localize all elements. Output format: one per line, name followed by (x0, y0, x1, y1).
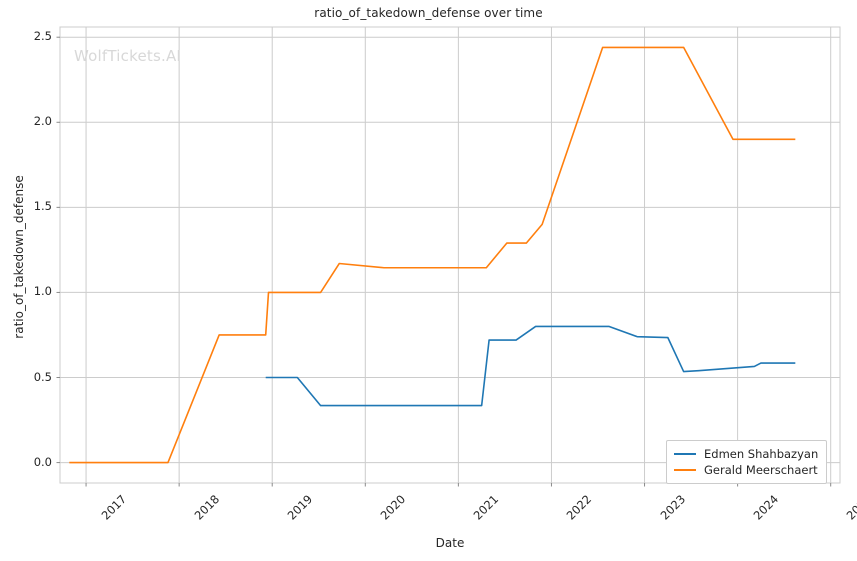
y-axis-tick-label: 2.5 (33, 29, 52, 44)
legend-label-series-0: Edmen Shahbazyan (704, 447, 819, 461)
chart-legend: Edmen Shahbazyan Gerald Meerschaert (666, 440, 828, 484)
series-line (69, 46, 796, 464)
legend-item[interactable]: Edmen Shahbazyan (674, 446, 818, 462)
y-axis-tick-label: 2.0 (33, 114, 52, 129)
y-axis-tick-label: 1.0 (33, 284, 52, 299)
legend-label-series-1: Gerald Meerschaert (704, 463, 818, 477)
watermark-text: WolfTickets.AI (74, 47, 182, 65)
y-axis-tick-label: 1.5 (33, 199, 52, 214)
y-axis-tick-label: 0.0 (33, 454, 52, 469)
y-axis-tick-label: 0.5 (33, 369, 52, 384)
x-axis-label: Date (435, 536, 465, 550)
legend-item[interactable]: Gerald Meerschaert (674, 462, 818, 478)
legend-swatch-series-1 (674, 469, 696, 471)
y-axis-tick-labels: 0.0 0.5 1.0 1.5 2.0 2.5 (0, 0, 52, 561)
series-line (265, 325, 796, 407)
legend-swatch-series-0 (674, 453, 696, 455)
chart-title: ratio_of_takedown_defense over time (314, 6, 543, 20)
